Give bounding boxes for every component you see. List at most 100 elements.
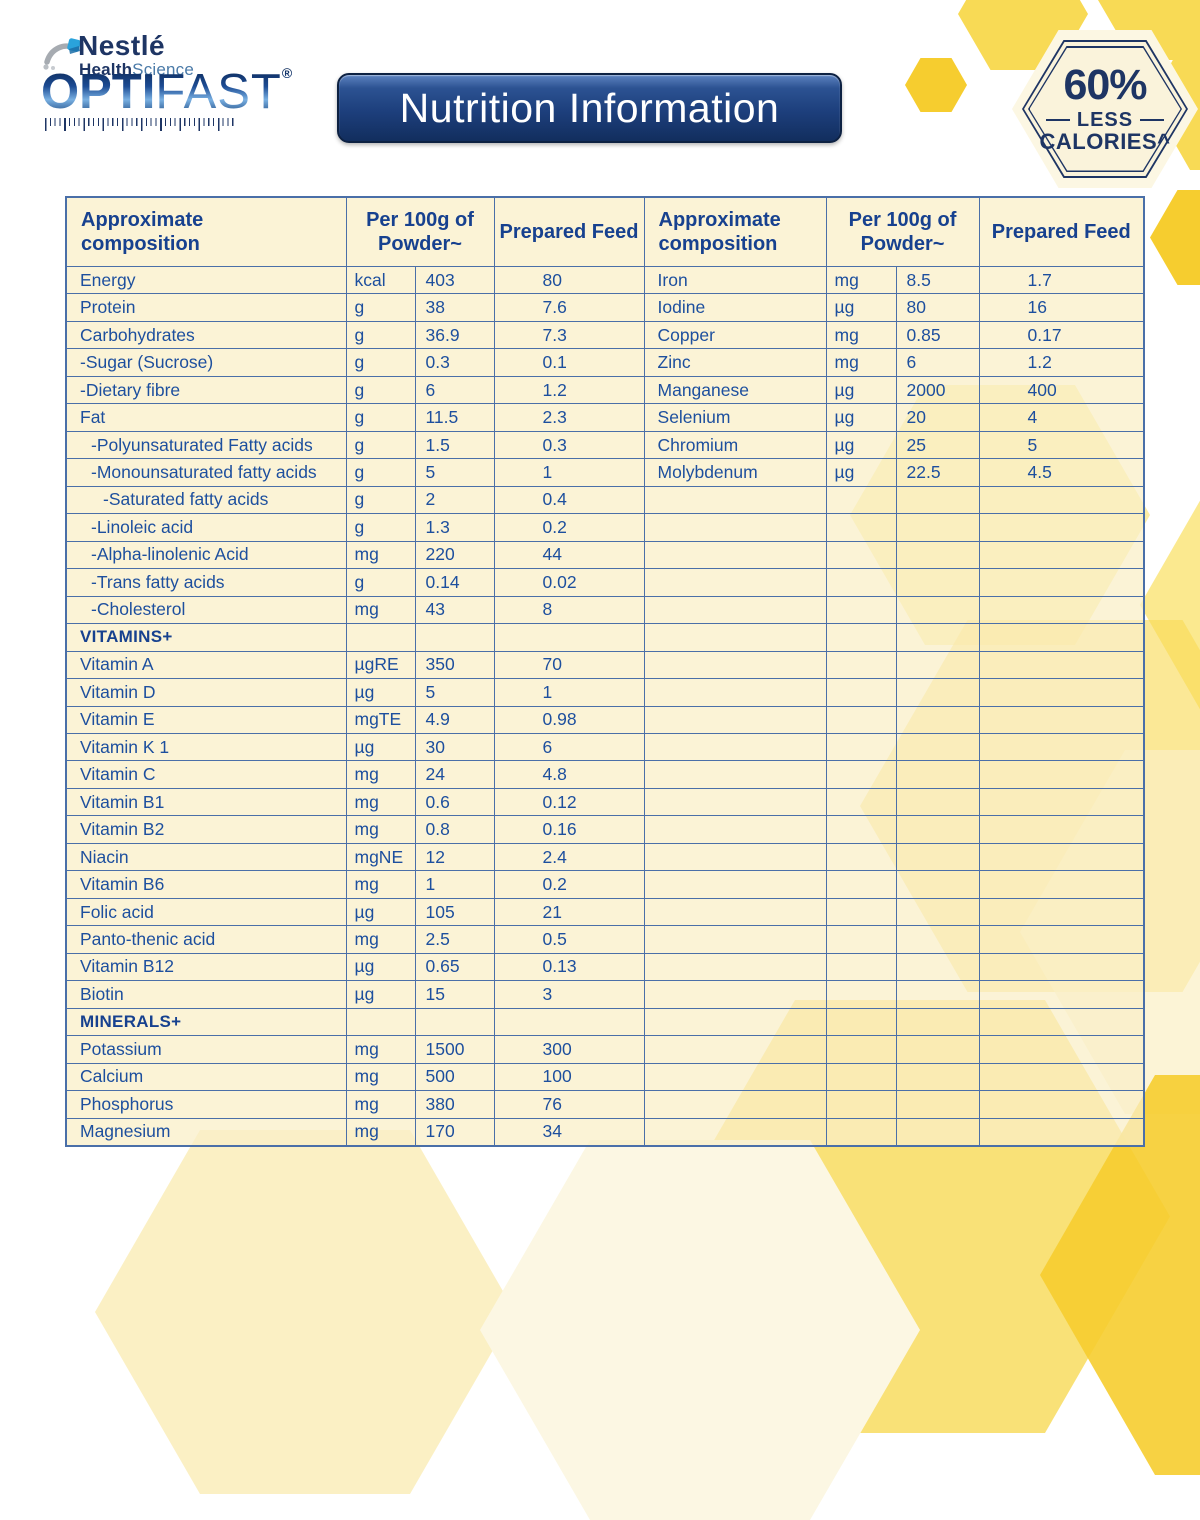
row-name	[643, 952, 827, 982]
row-prepared: 1	[493, 458, 645, 487]
table-row: -Linoleic acid g 1.3 0.2	[65, 513, 1145, 542]
table-row: Panto-thenic acid mg 2.5 0.5	[65, 925, 1145, 954]
row-per100g	[895, 513, 980, 542]
row-unit: g	[345, 568, 416, 597]
row-name: Manganese	[643, 375, 827, 405]
row-name	[643, 897, 827, 927]
row-per100g	[895, 870, 980, 899]
col-header-composition-right: Approximate composition	[643, 196, 827, 267]
table-row: VITAMINS+	[65, 623, 1145, 652]
row-name: Copper	[643, 320, 827, 350]
row-prepared: 8	[493, 595, 645, 625]
table-row: -Dietary fibre g 6 1.2 Manganese µg 2000 400	[65, 375, 1145, 405]
row-name: Selenium	[643, 403, 827, 432]
row-prepared: 0.16	[493, 815, 645, 844]
row-name	[643, 1117, 827, 1147]
nestle-nest-icon	[43, 38, 81, 70]
row-name	[643, 842, 827, 872]
row-unit: µg	[345, 732, 416, 762]
row-name: VITAMINS+	[65, 623, 347, 652]
table-row: -Monounsaturated fatty acids g 5 1 Molybdenu…	[65, 458, 1145, 487]
row-unit	[345, 1007, 416, 1037]
row-prepared	[978, 1035, 1145, 1064]
table-row: Phosphorus mg 380 76	[65, 1090, 1145, 1119]
hexagon-decoration	[1150, 190, 1200, 285]
row-unit: mg	[345, 1062, 416, 1092]
badge-percent: 60%	[1063, 60, 1147, 109]
row-prepared: 0.12	[493, 787, 645, 817]
row-prepared: 1	[493, 678, 645, 707]
row-prepared: 3	[493, 980, 645, 1009]
row-prepared	[978, 870, 1145, 899]
row-prepared	[978, 568, 1145, 597]
row-name	[643, 980, 827, 1009]
row-unit	[825, 1062, 897, 1092]
row-name	[643, 1035, 827, 1064]
row-unit	[825, 732, 897, 762]
row-prepared: 80	[493, 265, 645, 295]
row-unit: µg	[345, 897, 416, 927]
row-unit: mg	[345, 925, 416, 954]
row-prepared: 4.5	[978, 458, 1145, 487]
table-row: Vitamin B12 µg 0.65 0.13	[65, 952, 1145, 982]
row-name	[643, 815, 827, 844]
row-name	[643, 705, 827, 734]
row-per100g	[895, 952, 980, 982]
table-row: Niacin mgNE 12 2.4	[65, 842, 1145, 872]
nutrition-table: Approximate composition Per 100g of Powd…	[65, 196, 1146, 1147]
row-per100g: 8.5	[895, 265, 980, 295]
row-prepared	[978, 815, 1145, 844]
less-calories-badge: 60% LESS CALORIES^	[1022, 40, 1188, 178]
row-unit	[825, 815, 897, 844]
row-name: -Alpha-linolenic Acid	[65, 540, 347, 570]
row-unit: mg	[825, 348, 897, 377]
row-prepared: 300	[493, 1035, 645, 1064]
table-row: Magnesium mg 170 34	[65, 1117, 1145, 1147]
hexagon-decoration	[95, 1130, 515, 1494]
row-name: Protein	[65, 293, 347, 322]
row-per100g: 6	[895, 348, 980, 377]
row-name	[643, 485, 827, 515]
row-per100g: 0.14	[414, 568, 495, 597]
row-per100g: 0.65	[414, 952, 495, 982]
row-prepared	[493, 1007, 645, 1037]
row-prepared	[978, 980, 1145, 1009]
row-name: Vitamin E	[65, 705, 347, 734]
table-row: MINERALS+	[65, 1007, 1145, 1037]
row-per100g	[414, 1007, 495, 1037]
optifast-opti: OPTI	[41, 65, 156, 119]
row-per100g: 1.5	[414, 430, 495, 460]
row-per100g: 4.9	[414, 705, 495, 734]
row-per100g	[895, 787, 980, 817]
row-per100g	[895, 897, 980, 927]
row-prepared	[978, 732, 1145, 762]
row-name: -Dietary fibre	[65, 375, 347, 405]
row-name	[643, 568, 827, 597]
row-name: Chromium	[643, 430, 827, 460]
row-unit: µg	[345, 678, 416, 707]
row-unit	[825, 650, 897, 680]
badge-content: 60% LESS CALORIES^	[1022, 40, 1188, 178]
row-name	[643, 870, 827, 899]
row-per100g	[895, 540, 980, 570]
row-unit	[825, 1117, 897, 1147]
row-name: Folic acid	[65, 897, 347, 927]
row-name: Phosphorus	[65, 1090, 347, 1119]
row-unit	[825, 897, 897, 927]
row-unit: µg	[345, 980, 416, 1009]
row-name: Potassium	[65, 1035, 347, 1064]
row-unit: mg	[345, 787, 416, 817]
row-per100g	[895, 1007, 980, 1037]
row-unit	[825, 980, 897, 1009]
row-prepared	[978, 925, 1145, 954]
row-per100g: 2	[414, 485, 495, 515]
row-unit: µg	[825, 458, 897, 487]
table-row: Vitamin K 1 µg 30 6	[65, 732, 1145, 762]
row-unit: g	[345, 485, 416, 515]
row-unit	[825, 925, 897, 954]
row-name	[643, 623, 827, 652]
healthscience-health: Health	[79, 60, 132, 79]
row-prepared: 0.02	[493, 568, 645, 597]
